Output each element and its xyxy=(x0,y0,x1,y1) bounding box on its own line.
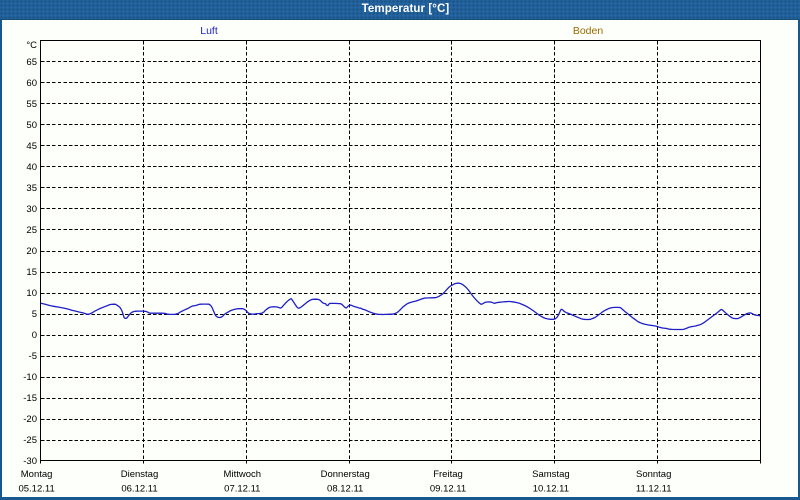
svg-text:11.12.11: 11.12.11 xyxy=(636,484,672,495)
svg-text:-25: -25 xyxy=(23,435,37,446)
svg-text:Montag: Montag xyxy=(21,469,53,480)
svg-text:45: 45 xyxy=(26,141,37,152)
svg-text:Freitag: Freitag xyxy=(433,469,463,480)
svg-text:Dienstag: Dienstag xyxy=(121,469,159,480)
svg-text:40: 40 xyxy=(26,162,37,173)
svg-text:65: 65 xyxy=(26,57,37,68)
svg-text:30: 30 xyxy=(26,204,37,215)
svg-text:-15: -15 xyxy=(23,393,37,404)
svg-text:Luft: Luft xyxy=(200,25,218,37)
svg-text:05.12.11: 05.12.11 xyxy=(18,484,54,495)
svg-text:0: 0 xyxy=(32,330,37,341)
svg-text:10.12.11: 10.12.11 xyxy=(533,484,569,495)
svg-text:10: 10 xyxy=(26,288,37,299)
svg-text:55: 55 xyxy=(26,99,37,110)
svg-text:07.12.11: 07.12.11 xyxy=(224,484,260,495)
svg-text:Mittwoch: Mittwoch xyxy=(224,469,261,480)
svg-text:25: 25 xyxy=(26,225,37,236)
svg-text:50: 50 xyxy=(26,120,37,131)
svg-text:-10: -10 xyxy=(23,372,37,383)
svg-text:06.12.11: 06.12.11 xyxy=(121,484,157,495)
svg-text:60: 60 xyxy=(26,78,37,89)
svg-text:09.12.11: 09.12.11 xyxy=(430,484,466,495)
svg-text:35: 35 xyxy=(26,183,37,194)
svg-text:-5: -5 xyxy=(29,351,37,362)
svg-text:20: 20 xyxy=(26,246,37,257)
svg-text:-30: -30 xyxy=(23,456,37,467)
svg-text:15: 15 xyxy=(26,267,37,278)
svg-text:5: 5 xyxy=(32,309,37,320)
svg-text:Donnerstag: Donnerstag xyxy=(321,469,370,480)
svg-text:Samstag: Samstag xyxy=(532,469,570,480)
svg-text:Sonntag: Sonntag xyxy=(636,469,671,480)
svg-text:-20: -20 xyxy=(23,414,37,425)
svg-text:Boden: Boden xyxy=(573,25,604,37)
svg-text:08.12.11: 08.12.11 xyxy=(327,484,363,495)
svg-text:°C: °C xyxy=(26,40,37,51)
